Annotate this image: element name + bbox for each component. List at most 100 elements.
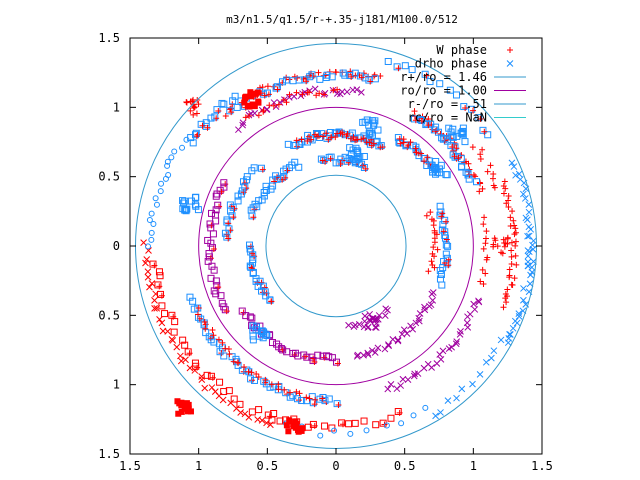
- w-phase-point: [316, 90, 323, 97]
- w-phase-point: [490, 182, 497, 189]
- w-phase-point: [312, 131, 319, 138]
- square-point: [309, 357, 317, 365]
- drho-phase-point: [311, 85, 319, 93]
- filled-point: [255, 99, 262, 106]
- drho-phase-point: [506, 331, 513, 338]
- drho-phase-point: [476, 371, 484, 378]
- square-point: [257, 164, 265, 172]
- square-point: [449, 151, 457, 159]
- drho-phase-point: [525, 248, 533, 256]
- w-phase-point: [215, 284, 222, 291]
- square-point: [452, 91, 460, 99]
- w-phase-point: [500, 304, 507, 311]
- drho-phase-point: [173, 343, 181, 351]
- circle-point: [148, 210, 155, 217]
- square-point: [328, 354, 336, 362]
- filled-point: [285, 428, 292, 435]
- square-point: [248, 408, 256, 416]
- square-point: [374, 126, 382, 134]
- drho-phase-point: [490, 347, 498, 355]
- drho-phase-point: [219, 396, 227, 404]
- w-phase-point: [511, 222, 518, 229]
- square-point: [212, 206, 220, 214]
- w-phase-point: [293, 89, 300, 96]
- square-point: [308, 71, 316, 79]
- square-point: [423, 161, 431, 169]
- w-phase-point: [304, 138, 311, 145]
- w-phase-point: [281, 386, 288, 393]
- square-point: [247, 375, 255, 383]
- square-point: [248, 167, 256, 175]
- circle-point: [164, 162, 171, 169]
- drho-phase-point: [512, 171, 519, 179]
- w-phase-point: [199, 122, 206, 129]
- w-phase-point: [223, 308, 230, 315]
- w-phase-point: [315, 69, 322, 76]
- square-point: [332, 358, 340, 366]
- square-point: [272, 84, 280, 92]
- w-phase-point: [246, 112, 253, 119]
- legend-label: ro/ro = 1.00: [400, 84, 487, 98]
- circle-point: [146, 217, 153, 224]
- w-phase-point: [477, 156, 484, 163]
- w-phase-point: [362, 165, 369, 172]
- w-phase-point: [429, 250, 436, 257]
- drho-phase-point: [385, 342, 392, 350]
- square-point: [346, 144, 354, 152]
- drho-phase-point: [144, 268, 152, 275]
- square-point: [290, 142, 298, 150]
- filled-point: [174, 398, 181, 405]
- w-phase-point: [484, 168, 491, 175]
- w-phase-point: [187, 107, 194, 114]
- drho-phase-point: [515, 170, 523, 178]
- w-phase-point: [311, 401, 318, 408]
- w-phase-point: [261, 92, 268, 99]
- w-phase-point: [222, 112, 229, 119]
- drho-phase-point: [371, 349, 379, 356]
- square-point: [436, 202, 444, 210]
- filled-point: [299, 425, 306, 432]
- radius-circle: [265, 174, 407, 318]
- w-phase-point: [432, 128, 439, 135]
- square-point: [179, 197, 187, 205]
- square-point: [228, 212, 236, 220]
- w-phase-point: [370, 140, 377, 147]
- drho-phase-point: [361, 317, 369, 325]
- drho-phase-point: [432, 412, 439, 420]
- w-phase-point: [423, 212, 430, 219]
- square-point: [441, 231, 449, 239]
- square-point: [262, 186, 270, 194]
- square-point: [393, 63, 401, 71]
- square-point: [202, 122, 210, 130]
- drho-phase-point: [385, 341, 392, 349]
- drho-phase-point: [384, 385, 392, 393]
- w-phase-point: [509, 208, 516, 215]
- square-point: [249, 336, 257, 344]
- drho-phase-point: [409, 325, 417, 333]
- w-phase-point: [319, 157, 326, 164]
- drho-phase-point: [182, 356, 189, 364]
- square-point: [441, 216, 449, 224]
- w-phase-point: [513, 261, 520, 268]
- w-phase-point: [494, 243, 501, 250]
- square-point: [207, 114, 215, 122]
- w-phase-point: [303, 78, 310, 85]
- w-phase-point: [228, 109, 235, 116]
- drho-phase-point: [354, 351, 362, 359]
- filled-point: [182, 405, 189, 412]
- square-point: [457, 129, 465, 137]
- w-phase-point: [439, 210, 446, 217]
- drho-phase-point: [515, 310, 523, 317]
- drho-phase-point: [343, 88, 351, 96]
- w-phase-point: [151, 262, 158, 269]
- circle-point: [153, 201, 160, 208]
- square-point: [225, 225, 233, 233]
- square-point: [280, 167, 288, 175]
- w-phase-point: [250, 214, 257, 221]
- square-point: [226, 107, 234, 115]
- square-point: [262, 330, 270, 338]
- w-phase-point: [423, 72, 430, 79]
- square-point: [435, 165, 443, 173]
- w-phase-point: [491, 235, 498, 242]
- w-phase-point: [240, 189, 247, 196]
